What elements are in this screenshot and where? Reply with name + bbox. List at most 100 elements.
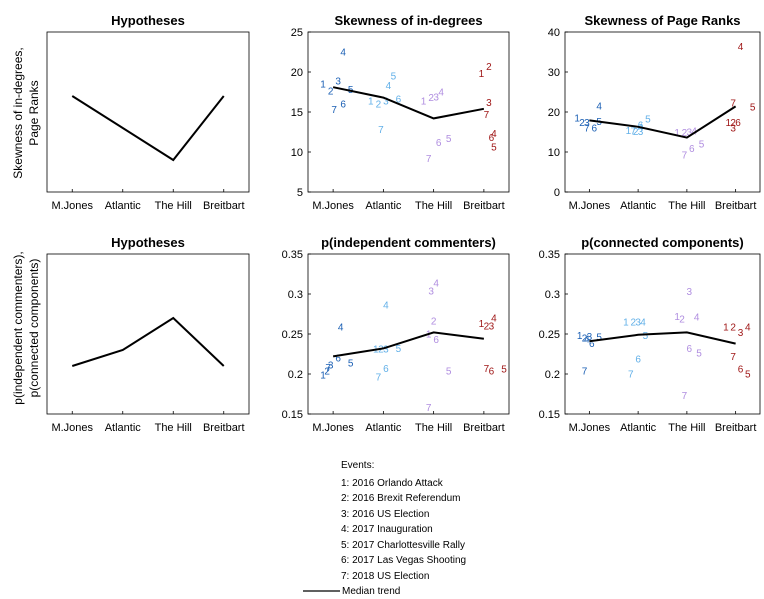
event-point: 6 bbox=[589, 339, 595, 350]
x-tick-label: Atlantic bbox=[105, 422, 142, 434]
y-tick-label: 40 bbox=[548, 27, 560, 39]
event-point: 5 bbox=[643, 331, 649, 342]
legend-item-5: 5: 2017 Charlottesville Rally bbox=[341, 540, 465, 551]
legend-item-6: 6: 2017 Las Vegas Shooting bbox=[341, 555, 466, 566]
event-point: 2 bbox=[682, 128, 688, 139]
event-point: 2 bbox=[328, 87, 334, 98]
x-tick-label: The Hill bbox=[668, 200, 705, 212]
legend-item-2: 2: 2016 Brexit Referendum bbox=[341, 493, 461, 504]
row1-ylabel-line1: Skewness of in-degrees, bbox=[11, 47, 25, 178]
y-tick-label: 5 bbox=[297, 187, 303, 199]
x-tick-label: Atlantic bbox=[105, 200, 142, 212]
event-point: 1 bbox=[479, 319, 485, 330]
event-point: 2 bbox=[730, 118, 736, 129]
event-point: 6 bbox=[638, 121, 644, 132]
event-point: 1 bbox=[623, 318, 629, 329]
event-point: 7 bbox=[682, 391, 688, 402]
event-point: 7 bbox=[426, 403, 432, 414]
x-tick-label: M.Jones bbox=[51, 200, 93, 212]
event-point: 4 bbox=[340, 48, 346, 59]
event-point: 6 bbox=[635, 354, 641, 365]
event-point: 3 bbox=[335, 76, 341, 87]
event-point: 2 bbox=[630, 318, 636, 329]
event-point: 6 bbox=[489, 366, 495, 377]
event-point: 7 bbox=[628, 370, 634, 381]
event-point: 7 bbox=[582, 366, 588, 377]
event-point: 1 bbox=[320, 80, 326, 91]
row2-ylabel-line2: p(connected components) bbox=[27, 259, 41, 398]
hypothesis-line bbox=[71, 95, 225, 162]
event-point: 1 bbox=[577, 331, 583, 342]
event-point: 2 bbox=[428, 93, 434, 104]
x-tick-label: M.Jones bbox=[51, 422, 93, 434]
axes-box bbox=[46, 31, 250, 193]
event-point: 4 bbox=[433, 278, 439, 289]
x-tick-label: Breitbart bbox=[203, 200, 245, 212]
event-point: 3 bbox=[584, 118, 590, 129]
x-tick-label: Atlantic bbox=[365, 422, 402, 434]
event-point: 2 bbox=[730, 322, 736, 333]
y-tick-label: 0.3 bbox=[288, 289, 303, 301]
median-trend-line bbox=[589, 105, 737, 139]
event-point: 5 bbox=[446, 366, 452, 377]
event-point: 5 bbox=[750, 102, 756, 113]
event-point: 4 bbox=[596, 102, 602, 113]
row1-ylabel-line2: Page Ranks bbox=[27, 80, 41, 145]
event-point: 6 bbox=[433, 335, 439, 346]
event-point: 5 bbox=[645, 115, 651, 126]
p-independent-commenters-panel: p(independent commenters) M.Jones Atlantic… bbox=[282, 235, 510, 434]
y-tick-label: 20 bbox=[548, 107, 560, 119]
event-point: 6 bbox=[396, 95, 402, 106]
event-point: 7 bbox=[584, 124, 590, 135]
event-point: 7 bbox=[682, 151, 688, 162]
event-point: 6 bbox=[436, 138, 442, 149]
event-point: 6 bbox=[735, 118, 741, 129]
event-point: 3 bbox=[328, 361, 334, 372]
event-point: 5 bbox=[699, 140, 705, 151]
event-point: 3 bbox=[428, 286, 434, 297]
event-point: 3 bbox=[730, 124, 736, 135]
axes-box bbox=[46, 253, 250, 415]
event-point: 5 bbox=[745, 370, 751, 381]
hypotheses-panel-bottom: Hypotheses M.Jones Atlantic The Hill Breitba… bbox=[46, 235, 250, 434]
y-tick-label: 10 bbox=[548, 147, 560, 159]
event-point: 7 bbox=[378, 125, 384, 136]
event-point: 2 bbox=[376, 100, 382, 111]
event-point: 2 bbox=[582, 334, 588, 345]
x-tick-label: The Hill bbox=[415, 422, 452, 434]
legend-item-7: 7: 2018 US Election bbox=[341, 571, 429, 582]
event-point: 4 bbox=[491, 314, 497, 325]
row2-ylabel-line1: p(independent commenters), bbox=[11, 251, 25, 404]
x-tick-label: M.Jones bbox=[312, 200, 354, 212]
x-tick-label: The Hill bbox=[415, 200, 452, 212]
event-point: 1 bbox=[368, 96, 374, 107]
event-point: 7 bbox=[730, 352, 736, 363]
event-point: 7 bbox=[325, 363, 331, 374]
event-point: 4 bbox=[338, 322, 344, 333]
event-point: 6 bbox=[489, 133, 495, 144]
event-point: 2 bbox=[486, 62, 492, 73]
median-trend-line bbox=[332, 331, 485, 358]
median-trend-line bbox=[589, 331, 736, 345]
event-point: 3 bbox=[433, 92, 439, 103]
legend-title: Events: bbox=[341, 460, 374, 471]
x-tick-label: Breitbart bbox=[715, 422, 757, 434]
x-tick-label: Atlantic bbox=[620, 422, 657, 434]
event-point: 1 bbox=[574, 114, 580, 125]
event-point: 2 bbox=[579, 118, 585, 129]
x-tick-label: Breitbart bbox=[463, 422, 505, 434]
y-tick-label: 0.35 bbox=[282, 249, 303, 261]
y-tick-label: 30 bbox=[548, 67, 560, 79]
x-tick-label: The Hill bbox=[155, 422, 192, 434]
event-point: 7 bbox=[331, 105, 337, 116]
event-point: 5 bbox=[348, 358, 354, 369]
event-point: 7 bbox=[730, 98, 736, 109]
legend-item-4: 4: 2017 Inauguration bbox=[341, 524, 433, 535]
event-point: 5 bbox=[491, 143, 497, 154]
panel-title: Skewness of in-degrees bbox=[334, 13, 482, 28]
event-point: 5 bbox=[696, 349, 702, 360]
panel-title: Hypotheses bbox=[111, 235, 185, 250]
event-point: 5 bbox=[446, 134, 452, 145]
event-point: 6 bbox=[383, 364, 389, 375]
event-point: 6 bbox=[689, 144, 695, 155]
